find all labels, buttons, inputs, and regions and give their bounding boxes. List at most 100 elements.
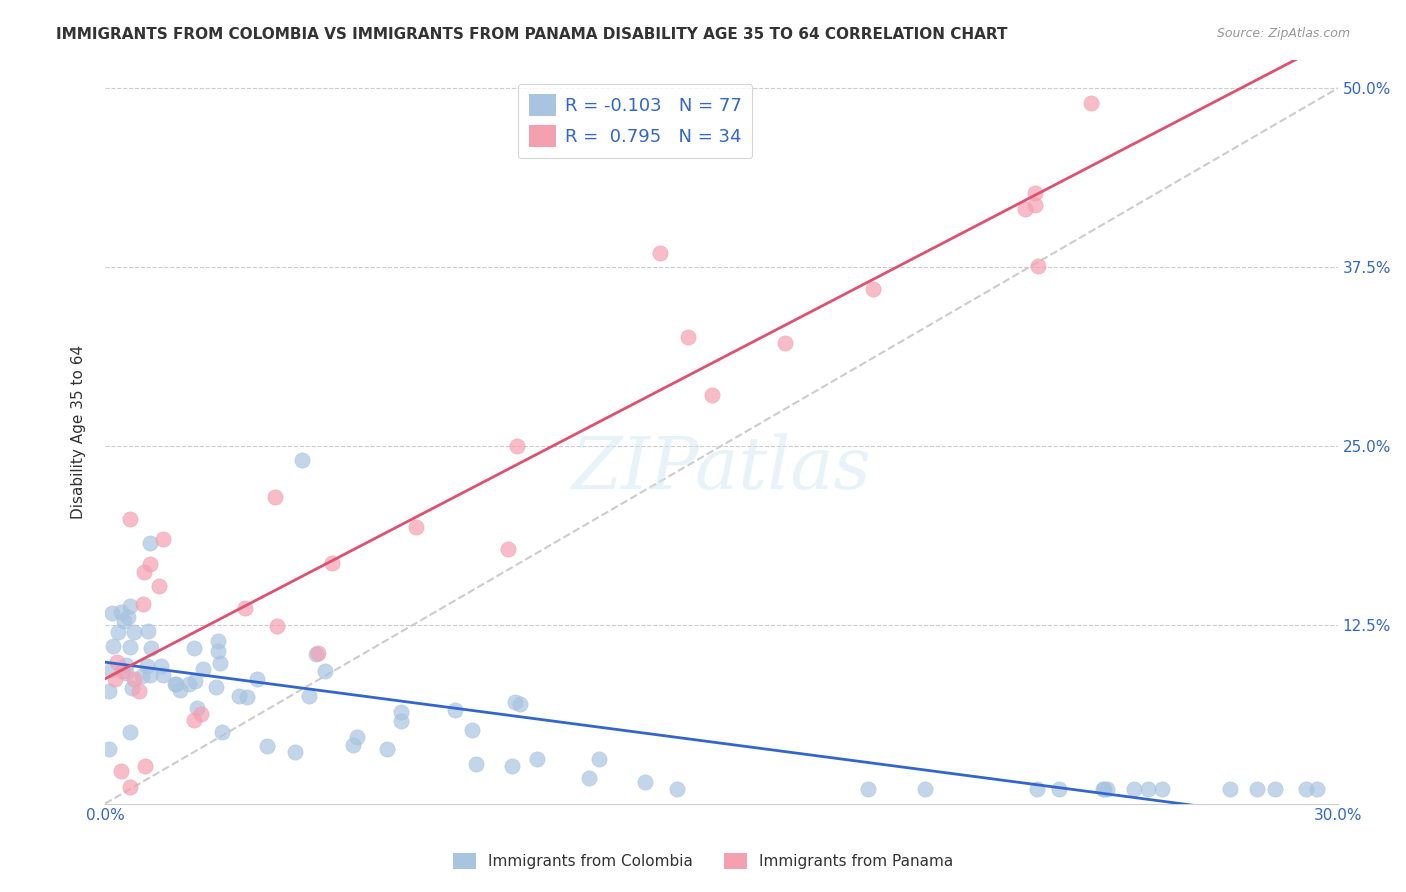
Point [1024,186,1046,200]
Point [496,541,519,556]
Point [856,782,879,797]
Point [648,245,671,260]
Point [110,764,132,778]
Point [233,600,256,615]
Point [118,640,141,655]
Point [110,605,132,619]
Point [307,647,329,661]
Point [314,665,336,679]
Point [256,739,278,753]
Point [305,647,328,661]
Point [298,689,321,703]
Point [98,684,121,698]
Point [134,758,156,772]
Point [509,697,531,711]
Point [117,610,139,624]
Point [1264,782,1286,797]
Point [139,641,162,656]
Point [1095,782,1118,797]
Point [209,656,232,670]
Point [676,329,699,343]
Point [121,681,143,696]
Point [184,673,207,688]
Point [191,662,214,676]
Point [633,775,655,789]
Point [1306,782,1329,797]
Point [186,701,208,715]
Text: ZIPatlas: ZIPatlas [571,434,872,504]
Point [115,666,138,681]
Point [578,772,600,786]
Point [169,683,191,698]
Point [128,684,150,698]
Point [506,439,529,453]
Point [132,565,155,579]
Point [1295,782,1317,797]
Point [103,639,125,653]
Point [291,453,314,467]
Point [1047,782,1070,797]
Point [120,724,142,739]
Point [526,752,548,766]
Point [665,782,688,797]
Point [1026,260,1049,274]
Point [389,714,412,728]
Point [112,614,135,628]
Point [207,643,229,657]
Point [321,556,343,570]
Point [183,713,205,727]
Point [152,533,174,547]
Point [914,782,936,797]
Point [131,669,153,683]
Point [775,335,797,350]
Point [375,741,398,756]
Point [163,677,186,691]
Point [118,780,141,794]
Point [405,519,427,533]
Point [207,634,229,648]
Text: IMMIGRANTS FROM COLOMBIA VS IMMIGRANTS FROM PANAMA DISABILITY AGE 35 TO 64 CORRE: IMMIGRANTS FROM COLOMBIA VS IMMIGRANTS F… [56,27,1008,42]
Point [1092,782,1115,797]
Point [166,676,188,690]
Point [139,557,162,571]
Point [190,707,212,722]
Point [101,606,124,620]
Point [346,730,368,744]
Point [107,625,129,640]
Point [236,690,259,704]
Point [179,677,201,691]
Point [460,723,482,737]
Point [115,657,138,672]
Point [1024,197,1046,211]
Point [136,658,159,673]
Point [342,738,364,752]
Y-axis label: Disability Age 35 to 64: Disability Age 35 to 64 [72,344,86,518]
Point [105,655,128,669]
Point [862,282,884,296]
Point [1137,782,1160,797]
Point [183,641,205,656]
Point [444,703,467,717]
Point [138,536,160,550]
Point [1014,202,1036,217]
Point [501,759,523,773]
Point [1091,782,1114,797]
Point [148,579,170,593]
Point [264,491,287,505]
Point [132,597,155,611]
Point [152,667,174,681]
Point [100,663,122,677]
Point [1150,782,1173,797]
Point [465,757,488,772]
Point [588,752,610,766]
Point [1219,782,1241,797]
Point [139,668,162,682]
Point [124,624,146,639]
Point [111,665,134,679]
Point [503,695,526,709]
Point [211,725,233,739]
Text: Source: ZipAtlas.com: Source: ZipAtlas.com [1216,27,1350,40]
Point [98,742,121,756]
Point [204,681,226,695]
Legend: R = -0.103   N = 77, R =  0.795   N = 34: R = -0.103 N = 77, R = 0.795 N = 34 [517,84,752,158]
